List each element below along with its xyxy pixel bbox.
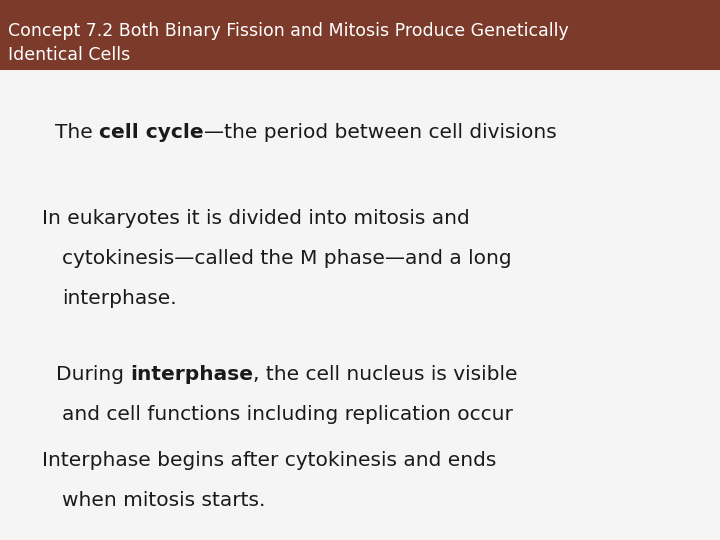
Text: In eukaryotes it is divided into mitosis and: In eukaryotes it is divided into mitosis… — [42, 208, 469, 227]
Text: interphase.: interphase. — [62, 288, 176, 307]
Text: During: During — [56, 366, 130, 384]
Text: and cell functions including replication occur: and cell functions including replication… — [62, 406, 513, 424]
Text: Interphase begins after cytokinesis and ends: Interphase begins after cytokinesis and … — [42, 450, 496, 469]
Text: interphase: interphase — [130, 366, 253, 384]
Text: when mitosis starts.: when mitosis starts. — [62, 490, 266, 510]
Text: Identical Cells: Identical Cells — [8, 46, 130, 64]
Text: cell cycle: cell cycle — [99, 124, 204, 143]
Bar — [0, 0, 720, 70]
Text: The: The — [55, 124, 99, 143]
Text: —the period between cell divisions: —the period between cell divisions — [204, 124, 557, 143]
Text: , the cell nucleus is visible: , the cell nucleus is visible — [253, 366, 518, 384]
Text: Concept 7.2 Both Binary Fission and Mitosis Produce Genetically: Concept 7.2 Both Binary Fission and Mito… — [8, 22, 569, 40]
Text: cytokinesis—called the M phase—and a long: cytokinesis—called the M phase—and a lon… — [62, 248, 512, 267]
